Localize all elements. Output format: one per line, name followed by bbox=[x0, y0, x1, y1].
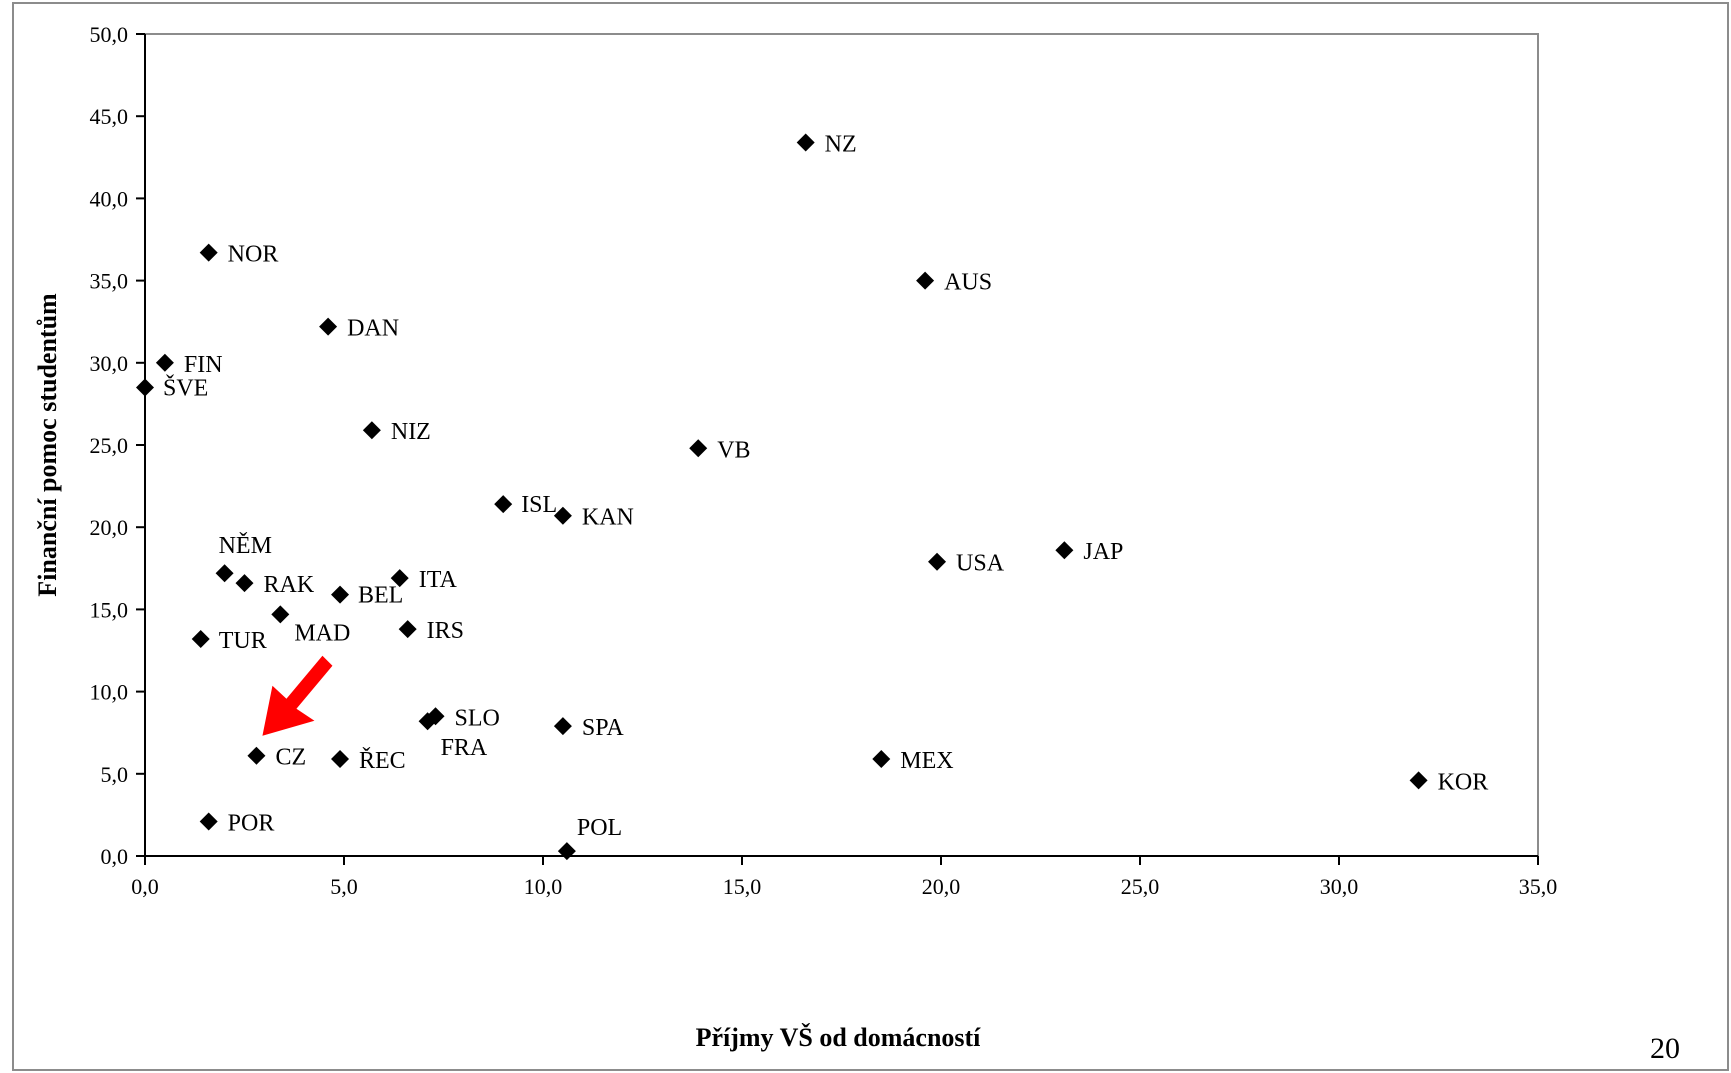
data-point bbox=[916, 271, 935, 290]
x-tick-label: 15,0 bbox=[723, 874, 762, 899]
data-point bbox=[557, 842, 576, 861]
data-point bbox=[390, 569, 409, 588]
data-point bbox=[872, 750, 891, 769]
data-point bbox=[235, 574, 254, 593]
data-point bbox=[553, 506, 572, 525]
y-tick-label: 30,0 bbox=[90, 351, 129, 376]
data-point-label: BEL bbox=[358, 583, 403, 609]
highlight-arrow-group bbox=[262, 655, 333, 736]
data-point-label: ŠVE bbox=[163, 374, 208, 401]
y-tick-label: 5,0 bbox=[101, 762, 129, 787]
x-tick-label: 5,0 bbox=[330, 874, 358, 899]
x-tick-label: 20,0 bbox=[922, 874, 961, 899]
data-point bbox=[553, 717, 572, 736]
data-point bbox=[215, 564, 234, 583]
data-point-label: MAD bbox=[294, 620, 350, 646]
data-point-label: USA bbox=[956, 551, 1005, 577]
data-point-label: ŘEC bbox=[359, 748, 406, 774]
data-point-label: ISL bbox=[521, 492, 557, 518]
y-tick-label: 35,0 bbox=[90, 269, 129, 294]
data-point bbox=[191, 629, 210, 648]
data-point-label: DAN bbox=[347, 316, 399, 342]
data-point bbox=[155, 353, 174, 372]
data-point-label: IRS bbox=[427, 618, 464, 644]
data-point-label: CZ bbox=[275, 745, 306, 771]
data-point bbox=[1409, 771, 1428, 790]
y-tick-label: 20,0 bbox=[90, 515, 129, 540]
data-point bbox=[199, 812, 218, 831]
data-point-label: FRA bbox=[441, 735, 488, 761]
data-point-label: FIN bbox=[184, 352, 223, 378]
y-tick-label: 40,0 bbox=[90, 186, 129, 211]
y-tick-label: 50,0 bbox=[90, 22, 129, 47]
data-point bbox=[796, 133, 815, 152]
chart-frame bbox=[12, 2, 1729, 1071]
data-point-label: RAK bbox=[264, 572, 315, 598]
x-axis-title: Příjmy VŠ od domácností bbox=[696, 1023, 982, 1052]
y-tick-label: 15,0 bbox=[90, 597, 129, 622]
data-point-label: KOR bbox=[1438, 769, 1489, 795]
x-tick-label: 0,0 bbox=[131, 874, 159, 899]
y-tick-label: 0,0 bbox=[101, 844, 129, 869]
x-tick-label: 10,0 bbox=[524, 874, 563, 899]
data-point bbox=[928, 552, 947, 571]
data-point bbox=[331, 585, 350, 604]
data-point bbox=[398, 620, 417, 639]
data-point-label: JAP bbox=[1083, 539, 1123, 565]
data-point bbox=[199, 243, 218, 262]
data-point-label: POR bbox=[228, 810, 275, 836]
highlight-arrow bbox=[262, 655, 333, 736]
data-point bbox=[494, 495, 513, 514]
x-tick-label: 30,0 bbox=[1320, 874, 1359, 899]
data-point-label: SPA bbox=[582, 715, 624, 741]
data-point-label: KAN bbox=[582, 505, 634, 531]
y-tick-label: 10,0 bbox=[90, 680, 129, 705]
y-tick-label: 45,0 bbox=[90, 104, 129, 129]
data-point-label: NOR bbox=[228, 242, 279, 268]
data-point bbox=[1055, 541, 1074, 560]
data-point bbox=[418, 712, 437, 731]
x-tick-label: 25,0 bbox=[1121, 874, 1160, 899]
data-point-label: NĚM bbox=[219, 533, 272, 559]
page-number: 20 bbox=[1650, 1032, 1680, 1065]
data-point-label: ITA bbox=[419, 567, 458, 593]
data-point-label: VB bbox=[717, 437, 750, 463]
data-point bbox=[247, 746, 266, 765]
data-point-label: NZ bbox=[825, 132, 857, 158]
data-point-label: AUS bbox=[944, 270, 992, 296]
data-point-label: MEX bbox=[900, 748, 953, 774]
data-point-label: NIZ bbox=[391, 419, 431, 445]
data-points bbox=[136, 133, 1428, 861]
data-point bbox=[362, 421, 381, 440]
tick-labels: 0,0 5,0 10,0 15,0 20,0 25,0 30,0 35,0 0,0 5,0 10,0… bbox=[90, 22, 1558, 899]
data-point bbox=[319, 317, 338, 336]
data-point bbox=[689, 439, 708, 458]
y-tick-label: 25,0 bbox=[90, 433, 129, 458]
data-point bbox=[331, 750, 350, 769]
data-point-label: POL bbox=[577, 815, 622, 841]
data-point-label: TUR bbox=[219, 628, 267, 654]
data-point bbox=[136, 378, 154, 397]
data-point bbox=[271, 605, 290, 624]
x-tick-label: 35,0 bbox=[1519, 874, 1558, 899]
y-axis-title: Finanční pomoc studentům bbox=[33, 293, 62, 597]
data-point-label: SLO bbox=[455, 705, 500, 731]
